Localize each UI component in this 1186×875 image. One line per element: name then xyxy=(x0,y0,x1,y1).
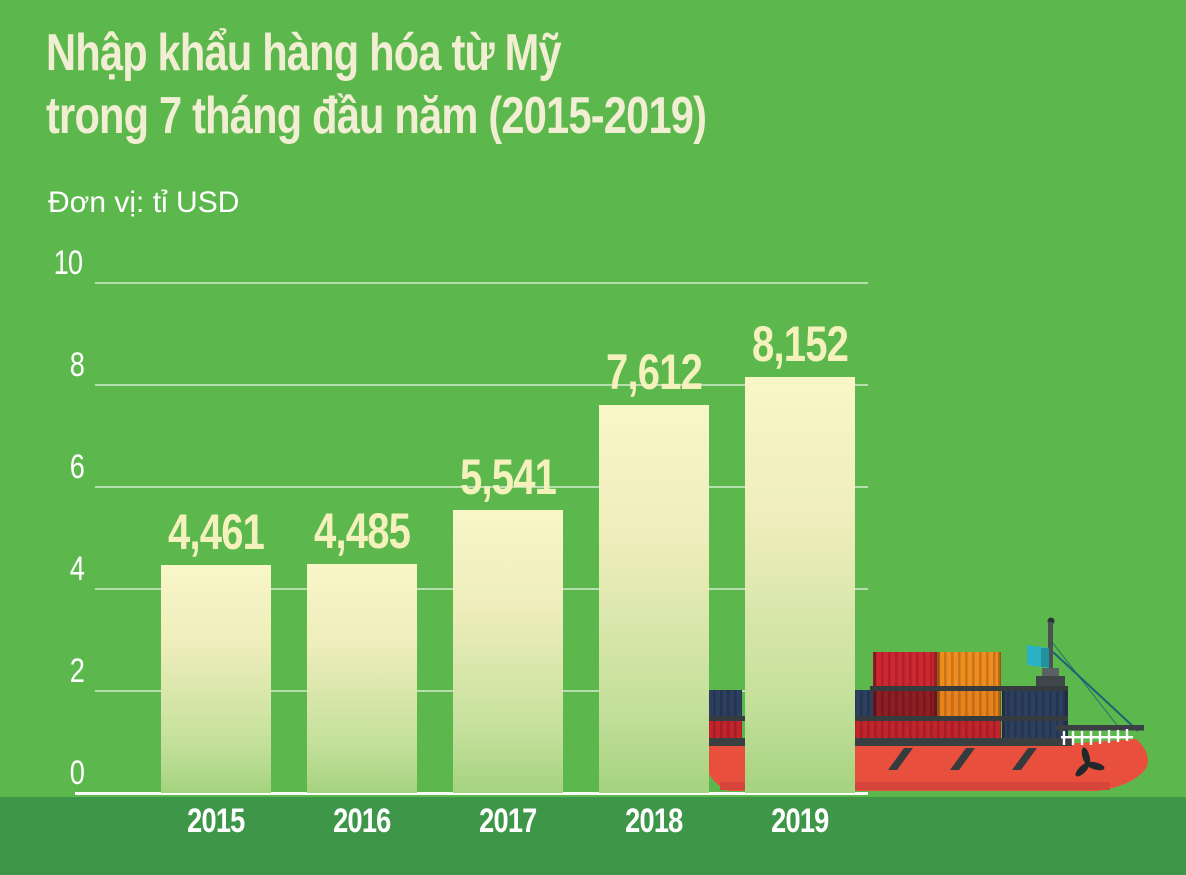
y-tick-label-2: 2 xyxy=(14,651,86,691)
year-text: 2019 xyxy=(771,802,829,840)
y-tick-text: 10 xyxy=(53,244,83,282)
y-tick-label-0: 0 xyxy=(14,753,86,793)
bar-2016 xyxy=(307,564,417,793)
y-tick-label-10: 10 xyxy=(14,243,86,283)
grid-line-6 xyxy=(95,486,868,488)
year-label-2019: 2019 xyxy=(725,801,875,841)
y-tick-label-4: 4 xyxy=(14,549,86,589)
chart-header: Nhập khẩu hàng hóa từ Mỹ trong 7 tháng đ… xyxy=(46,22,871,148)
bottom-strip xyxy=(0,797,1186,875)
bar-value-text: 5,541 xyxy=(459,449,557,505)
bar-value-label-2019: 8,152 xyxy=(725,315,875,373)
bow-railing-icon xyxy=(1056,725,1144,745)
bar-2017 xyxy=(453,510,563,793)
year-text: 2015 xyxy=(187,802,245,840)
bar-2018 xyxy=(599,405,709,793)
year-text: 2018 xyxy=(625,802,683,840)
x-axis-line xyxy=(75,792,868,795)
year-label-2018: 2018 xyxy=(579,801,729,841)
bar-value-text: 8,152 xyxy=(751,316,849,372)
year-text: 2017 xyxy=(479,802,537,840)
y-tick-text: 6 xyxy=(69,448,85,486)
year-label-2015: 2015 xyxy=(141,801,291,841)
bar-value-text: 7,612 xyxy=(605,344,703,400)
bar-value-text: 4,485 xyxy=(313,503,411,559)
rigging-cables-icon xyxy=(1051,641,1139,732)
year-text: 2016 xyxy=(333,802,391,840)
y-tick-label-6: 6 xyxy=(14,447,86,487)
year-label-2017: 2017 xyxy=(433,801,583,841)
y-tick-label-8: 8 xyxy=(14,345,86,385)
bar-2015 xyxy=(161,565,271,793)
bar-value-label-2015: 4,461 xyxy=(141,503,291,561)
grid-line-10 xyxy=(95,282,868,284)
propeller-emblem-icon xyxy=(1075,747,1105,777)
bar-2019 xyxy=(745,377,855,793)
bar-value-text: 4,461 xyxy=(167,504,265,560)
y-tick-text: 2 xyxy=(69,652,85,690)
y-tick-text: 0 xyxy=(69,754,85,792)
y-tick-text: 8 xyxy=(69,346,85,384)
grid-line-8 xyxy=(95,384,868,386)
page-title-line1: Nhập khẩu hàng hóa từ Mỹ xyxy=(46,24,562,82)
bar-value-label-2018: 7,612 xyxy=(579,343,729,401)
y-tick-text: 4 xyxy=(69,550,85,588)
bar-value-label-2017: 5,541 xyxy=(433,448,583,506)
unit-label: Đơn vị: tỉ USD xyxy=(48,186,240,219)
bar-value-label-2016: 4,485 xyxy=(287,502,437,560)
year-label-2016: 2016 xyxy=(287,801,437,841)
page-title-line2: trong 7 tháng đầu năm (2015-2019) xyxy=(46,87,707,145)
